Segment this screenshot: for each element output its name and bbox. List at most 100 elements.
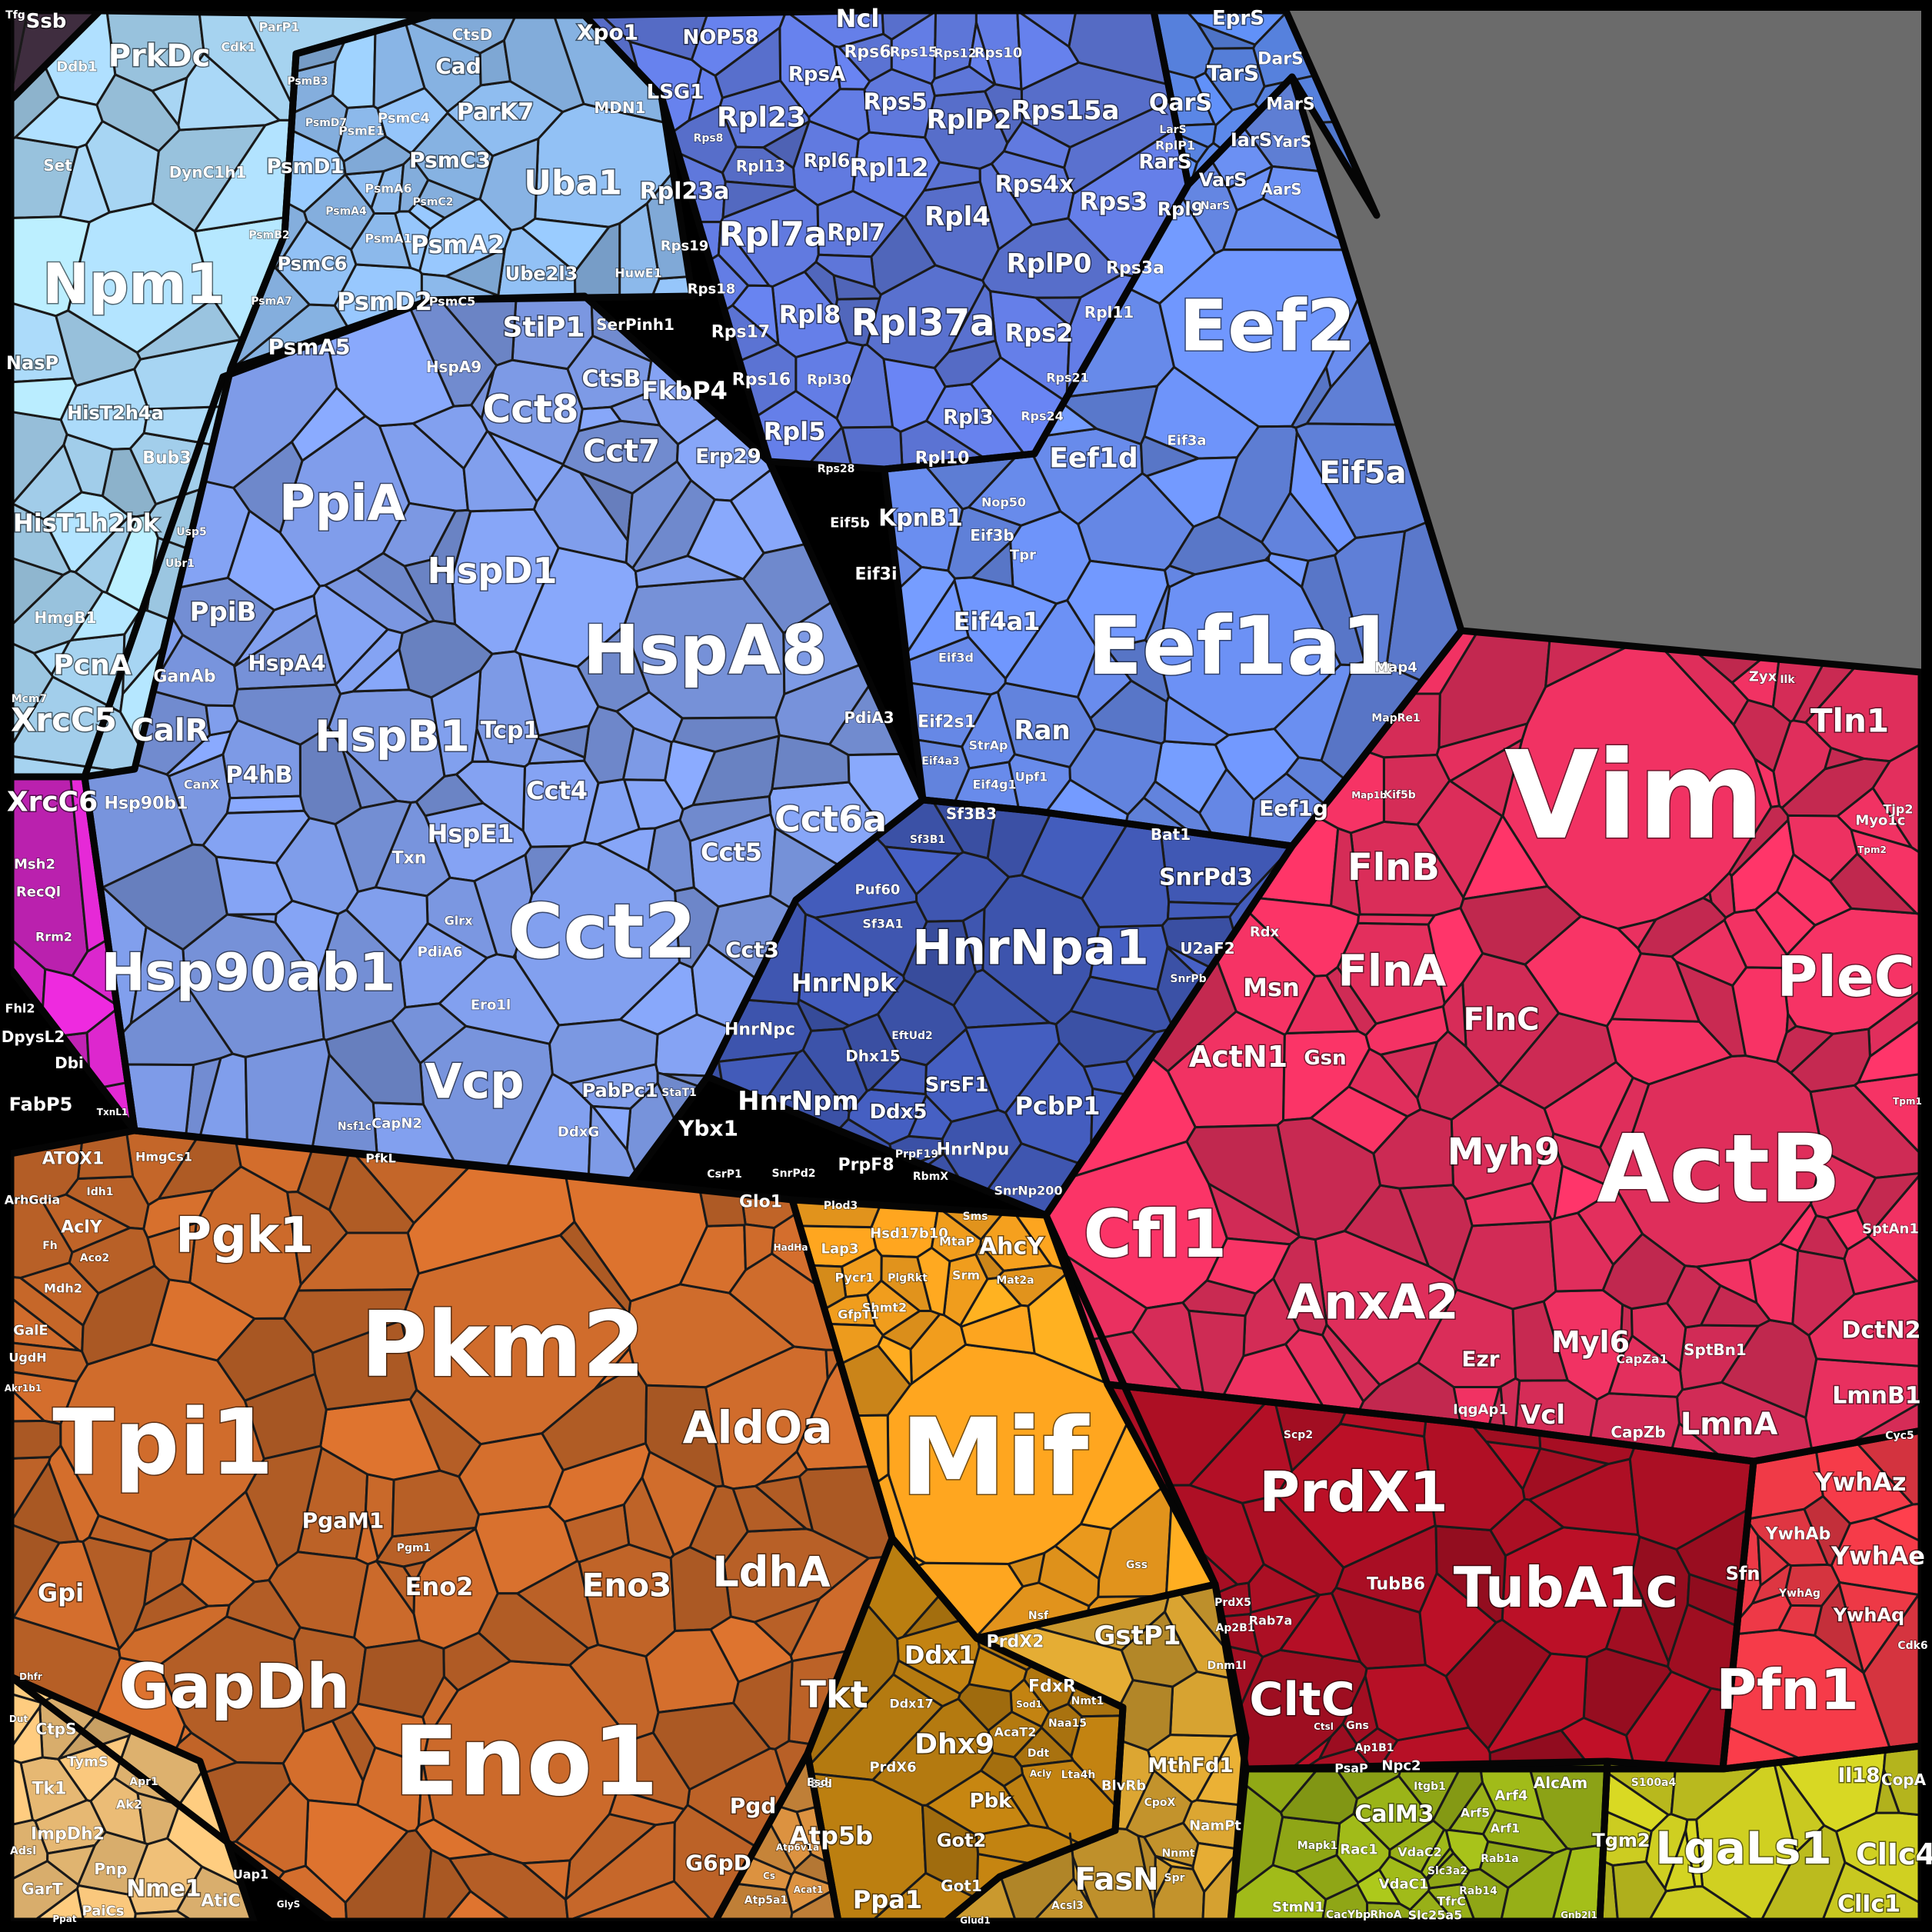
label-srsf1: SrsF1 [925,1074,989,1097]
cell-minor [771,734,851,791]
label-rpl12: Rpl12 [849,153,928,182]
cell-minor [512,952,517,961]
label-kpnb1: KpnB1 [878,505,963,532]
label-psmd1: PsmD1 [267,155,345,178]
cell-minor [1357,913,1436,926]
cell-minor [1553,1164,1618,1220]
label-sf3b1: Sf3B1 [910,834,945,846]
label-psma7: PsmA7 [251,295,292,308]
label-mcm7: Mcm7 [12,693,48,705]
label-eif5a: Eif5a [1319,455,1406,491]
label-gale: GalE [13,1323,48,1339]
label-actn1: ActN1 [1189,1040,1287,1074]
label-psmd7: PsmD7 [305,117,347,129]
cell-minor [641,1451,718,1557]
label-dhfr: Dhfr [19,1671,42,1682]
label-snrpd2: SnrPd2 [772,1168,816,1180]
label-rps5: Rps5 [863,89,927,116]
label-eif3i: Eif3i [855,565,898,585]
label-dhx9: Dhx9 [914,1729,994,1760]
cell-minor [391,1469,481,1538]
label-tcp1: Tcp1 [481,718,540,744]
label-cct5: Cct5 [701,838,762,867]
cell-minor [1797,1214,1849,1261]
label-psmd2: PsmD2 [337,287,432,316]
label-cyc5: Cyc5 [1885,1430,1914,1442]
label-sptan1: SptAn1 [1862,1221,1919,1237]
label-pfn1: Pfn1 [1716,1657,1858,1722]
label-blvrb: BlvRb [1101,1778,1146,1794]
label-rps15: Rps15 [890,45,938,61]
cell-minor [608,1788,685,1827]
label-nasp: NasP [6,352,58,374]
label-serpinh1: SerPinh1 [596,315,675,334]
cell-minor [521,1859,571,1901]
cell-minor [762,120,811,169]
label-gfpt1: GfpT1 [838,1307,879,1322]
label-cct4: Cct4 [526,776,588,805]
label-hnrnpa1: HnrNpa1 [912,920,1149,976]
label-dctn2: DctN2 [1841,1317,1920,1344]
label-cs: Cs [763,1870,775,1881]
label-prkdc: PrkDc [108,38,211,74]
label-copa: CopA [1881,1770,1927,1789]
label-idh1: Idh1 [87,1186,114,1198]
label-ap1b1: Ap1B1 [1354,1742,1394,1754]
cell-minor [968,22,997,86]
label-fasn: FasN [1074,1862,1158,1897]
label-map4: Map4 [1374,660,1417,676]
label-pbk: Pbk [970,1790,1013,1813]
label-pcbp1: PcbP1 [1014,1091,1100,1121]
cell-minor [1318,1722,1358,1760]
label-aco2: Aco2 [80,1252,110,1264]
label-rplp2: RplP2 [927,105,1012,135]
label-tpm1: Tpm1 [1893,1096,1922,1107]
label-eif4a3: Eif4a3 [921,755,959,768]
cell-minor [356,1746,424,1833]
label-tpm2: Tpm2 [1857,844,1887,855]
label-rab7a: Rab7a [1249,1614,1293,1628]
label-pkm2: Pkm2 [361,1291,645,1397]
label-nsf: Nsf [1028,1610,1049,1622]
cell-minor [576,625,651,713]
label-ssb: Ssb [26,10,67,33]
label-lsg1: LSG1 [647,81,705,104]
label-fabp5: FabP5 [9,1094,73,1115]
cell-minor [1435,722,1529,782]
label-rps15a: Rps15a [1011,95,1119,126]
label-flnb: FlnB [1347,846,1440,889]
label-dhx15: Dhx15 [845,1047,901,1065]
label-hist1h2bk: HisT1h2bk [13,508,160,538]
label-cct7: Cct7 [583,434,660,469]
label-acly: Acly [1030,1768,1052,1779]
label-rpl7: Rpl7 [827,220,885,247]
label-tars: TarS [1207,61,1259,86]
cell-minor [814,253,876,288]
label-p4hb: P4hB [225,762,292,789]
label-ctsl: Ctsl [1314,1721,1334,1732]
cell-minor [356,1639,445,1719]
label-got2: Got2 [937,1830,986,1851]
label-lta4h: Lta4h [1061,1769,1096,1781]
label-pycr1: Pycr1 [835,1271,874,1285]
cell-minor [688,66,724,122]
cell-minor [391,1002,468,1064]
label-capn2: CapN2 [371,1116,422,1132]
cell-minor [754,1475,814,1532]
label-ak2: Ak2 [116,1797,142,1812]
label-hnrnpm: HnrNpm [738,1086,859,1117]
label-snrpd3: SnrPd3 [1159,864,1253,891]
label-tgm2: Tgm2 [1592,1830,1650,1851]
label-eif3b: Eif3b [970,526,1014,545]
label-hadha: HadHa [774,1242,808,1253]
label-rplp1: RplP1 [1155,138,1195,153]
cell-minor [81,1264,171,1366]
label-nars: NarS [1201,200,1230,212]
label-nampt: NamPt [1189,1818,1241,1834]
label-acly: AclY [61,1218,103,1237]
label-tln1: Tln1 [1810,702,1889,740]
label-arf4: Arf4 [1494,1788,1527,1804]
cell-minor [1723,908,1788,969]
label-sptbn1: SptBn1 [1684,1341,1747,1359]
